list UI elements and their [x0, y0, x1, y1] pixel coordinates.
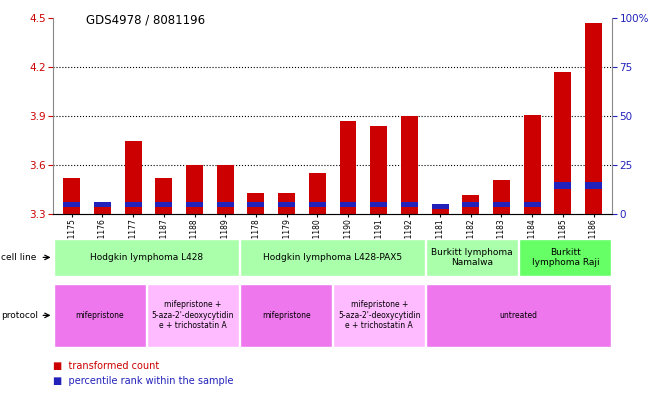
Bar [278, 193, 295, 214]
Text: protocol: protocol [1, 311, 38, 320]
Bar [519, 239, 611, 276]
Bar [340, 202, 357, 207]
Bar [309, 173, 326, 214]
Bar [240, 284, 332, 347]
Bar [462, 202, 479, 207]
Text: ■  percentile rank within the sample: ■ percentile rank within the sample [53, 376, 234, 386]
Bar [240, 239, 425, 276]
Bar [370, 126, 387, 214]
Bar [370, 202, 387, 207]
Text: mifepristone: mifepristone [76, 311, 124, 320]
Bar [125, 141, 142, 214]
Bar [54, 284, 146, 347]
Bar [585, 182, 602, 189]
Bar [426, 239, 518, 276]
Bar [426, 284, 611, 347]
Bar [186, 165, 203, 214]
Text: ■  transformed count: ■ transformed count [53, 361, 159, 371]
Bar [94, 206, 111, 214]
Bar [401, 116, 418, 214]
Bar [555, 182, 572, 189]
Bar [493, 180, 510, 214]
Bar [432, 208, 449, 214]
Bar [156, 178, 173, 214]
Bar [217, 165, 234, 214]
Text: Burkitt
lymphoma Raji: Burkitt lymphoma Raji [532, 248, 599, 267]
Bar [247, 193, 264, 214]
Text: Hodgkin lymphoma L428-PAX5: Hodgkin lymphoma L428-PAX5 [263, 253, 402, 262]
Bar [186, 202, 203, 207]
Bar [555, 72, 572, 214]
Bar [493, 202, 510, 207]
Bar [523, 202, 540, 207]
Bar [523, 115, 540, 214]
Bar [278, 202, 295, 207]
Text: untreated: untreated [500, 311, 538, 320]
Bar [63, 202, 80, 207]
Text: cell line: cell line [1, 253, 36, 262]
Text: mifepristone: mifepristone [262, 311, 311, 320]
Bar [247, 202, 264, 207]
Bar [63, 178, 80, 214]
Bar [309, 202, 326, 207]
Bar [54, 239, 239, 276]
Bar [401, 202, 418, 207]
Bar [432, 204, 449, 209]
Bar [333, 284, 425, 347]
Bar [94, 202, 111, 207]
Bar [125, 202, 142, 207]
Bar [462, 195, 479, 214]
Bar [340, 121, 357, 214]
Text: mifepristone +
5-aza-2'-deoxycytidin
e + trichostatin A: mifepristone + 5-aza-2'-deoxycytidin e +… [338, 301, 421, 330]
Bar [217, 202, 234, 207]
Bar [156, 202, 173, 207]
Bar [585, 23, 602, 214]
Bar [147, 284, 239, 347]
Text: mifepristone +
5-aza-2'-deoxycytidin
e + trichostatin A: mifepristone + 5-aza-2'-deoxycytidin e +… [152, 301, 234, 330]
Text: Burkitt lymphoma
Namalwa: Burkitt lymphoma Namalwa [432, 248, 513, 267]
Text: GDS4978 / 8081196: GDS4978 / 8081196 [86, 14, 205, 27]
Text: Hodgkin lymphoma L428: Hodgkin lymphoma L428 [90, 253, 203, 262]
